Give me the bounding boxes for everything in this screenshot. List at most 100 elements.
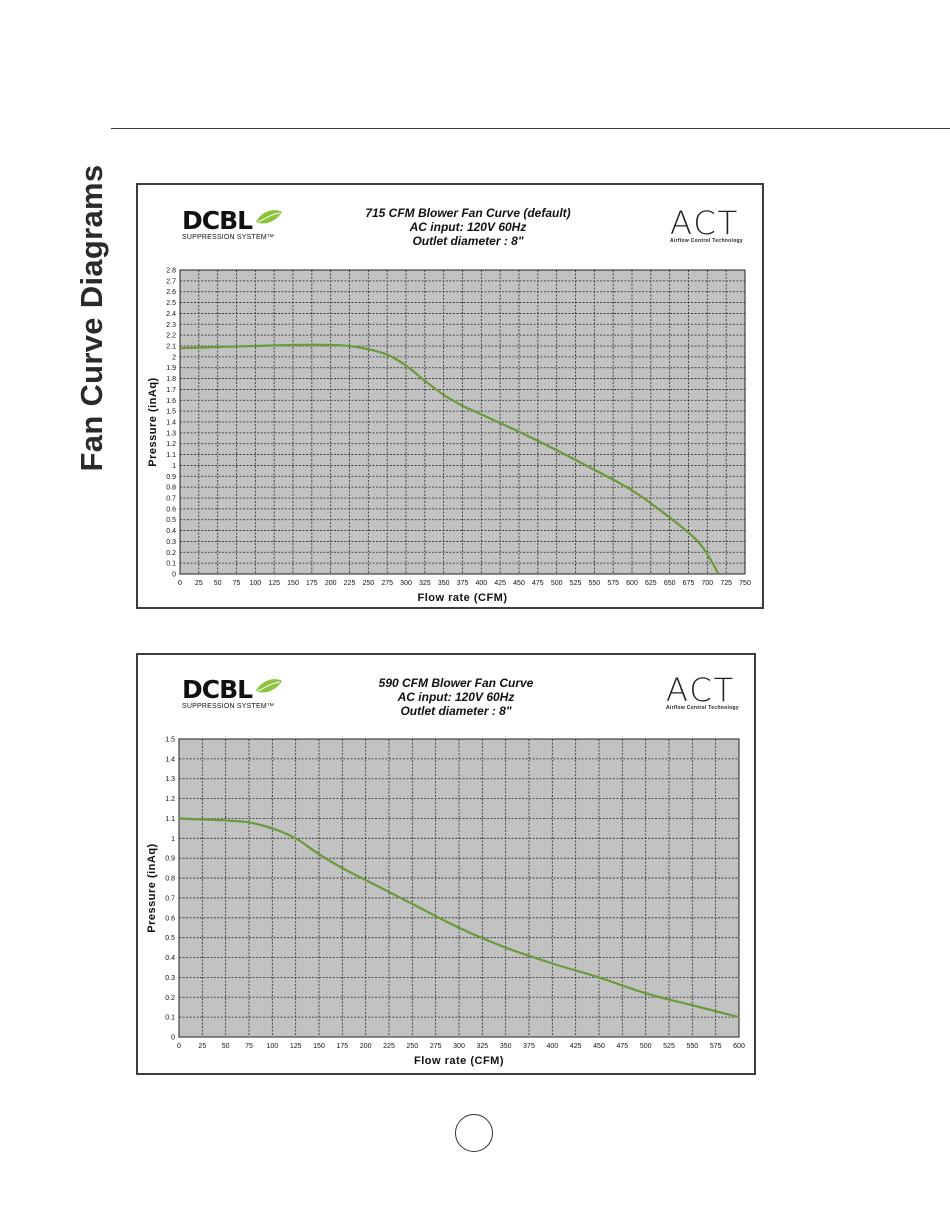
x-tick-label: 575 [710,1043,722,1050]
act-tagline: Airflow Control Technology [670,238,743,244]
x-tick-label: 300 [453,1043,465,1050]
y-tick-label: 1.1 [166,452,176,459]
y-tick-label: 2.5 [166,300,176,307]
y-tick-label: 0.3 [166,539,176,546]
x-tick-label: 200 [325,580,337,587]
x-tick-label: 400 [546,1043,558,1050]
dcbl-logo: DCBL SUPPRESSION SYSTEM™ [182,675,282,710]
y-tick-label: 0.7 [166,496,176,503]
y-tick-label: 0.3 [165,975,175,982]
x-tick-label: 150 [287,580,299,587]
y-tick-label: 0 [171,1035,175,1042]
x-tick-label: 675 [683,580,695,587]
x-tick-label: 500 [551,580,563,587]
leaf-icon [256,210,282,224]
x-tick-label: 500 [640,1043,652,1050]
x-tick-label: 550 [686,1043,698,1050]
x-tick-label: 475 [616,1043,628,1050]
x-tick-label: 725 [720,580,732,587]
x-tick-label: 75 [233,580,241,587]
fan-curve-line [179,343,720,575]
y-tick-label: 1.4 [165,756,175,763]
y-tick-label: 2.4 [166,311,176,318]
x-tick-label: 550 [588,580,600,587]
y-tick-label: 0.2 [165,995,175,1002]
chart-header: 590 CFM Blower Fan Curve AC input: 120V … [306,676,606,718]
y-tick-label: 0.4 [165,955,175,962]
dcbl-wordmark: DCBL [182,206,253,235]
fan-curve-chart-590: 0 25 50 75 100 125 150 175 200 225 250 275 300 325 350… [146,737,745,1068]
chart-subtitle-voltage: AC input: 120V 60Hz [397,690,515,704]
chart-title: 590 CFM Blower Fan Curve [378,676,534,690]
y-tick-label: 2.2 [166,333,176,340]
header-rule [111,128,950,129]
x-tick-label: 350 [438,580,450,587]
x-tick-label: 625 [645,580,657,587]
x-tick-label: 325 [476,1043,488,1050]
y-tick-label: 0.6 [165,915,175,922]
x-tick-label: 50 [222,1043,230,1050]
x-tick-label: 575 [607,580,619,587]
x-tick-label: 250 [362,580,374,587]
x-tick-label: 25 [198,1043,206,1050]
y-tick-label: 1.2 [165,796,175,803]
y-tick-label: 0.8 [165,876,175,883]
y-tick-label: 1.5 [166,409,176,416]
dcbl-tagline: SUPPRESSION SYSTEM™ [182,234,275,241]
x-tick-label: 250 [406,1043,418,1050]
y-tick-label: 1.1 [165,816,175,823]
y-tick-label: 1.5 [165,737,175,744]
x-tick-label: 750 [739,580,751,587]
y-axis-label: Pressure (inAq) [146,843,158,932]
x-tick-label: 300 [400,580,412,587]
act-wordmark: ACT [670,204,740,242]
leaf-icon [256,679,282,693]
plot-frame [179,269,746,575]
fan-curve-panel-590: DCBL SUPPRESSION SYSTEM™ 590 CFM Blower … [136,653,756,1075]
y-tick-label: 0.2 [166,550,176,557]
x-tick-label: 525 [663,1043,675,1050]
x-tick-label: 225 [344,580,356,587]
x-tick-label: 375 [457,580,469,587]
chart-title: 715 CFM Blower Fan Curve (default) [365,206,571,220]
x-tick-label: 275 [381,580,393,587]
x-tick-label: 475 [532,580,544,587]
x-tick-label: 0 [178,580,182,587]
x-tick-label: 200 [360,1043,372,1050]
page-number-circle [455,1114,493,1152]
y-tick-label: 2.1 [166,344,176,351]
dcbl-logo: DCBL SUPPRESSION SYSTEM™ [182,206,282,241]
x-axis-label: Flow rate (CFM) [414,1055,504,1067]
dcbl-wordmark: DCBL [182,675,253,704]
x-tick-label: 125 [268,580,280,587]
x-tick-label: 600 [733,1043,745,1050]
y-tick-label: 1.4 [166,420,176,427]
y-tick-label: 0.7 [165,895,175,902]
x-tick-label: 75 [245,1043,253,1050]
x-tick-label: 325 [419,580,431,587]
y-axis-label: Pressure (inAq) [147,377,159,466]
y-tick-label: 1.2 [166,441,176,448]
x-tick-label: 0 [177,1043,181,1050]
plot-frame [178,738,740,1038]
y-tick-label: 1.6 [166,398,176,405]
x-tick-label: 400 [475,580,487,587]
y-tick-label: 1.3 [165,776,175,783]
y-tick-label: 0.8 [166,485,176,492]
x-tick-label: 375 [523,1043,535,1050]
act-tagline: Airflow Control Technology [666,705,739,711]
x-tick-label: 700 [701,580,713,587]
chart-header: 715 CFM Blower Fan Curve (default) AC in… [318,206,618,248]
act-wordmark: ACT [666,671,736,709]
y-tick-label: 2.6 [166,289,176,296]
y-tick-label: 1.3 [166,430,176,437]
y-tick-label: 0 [172,572,176,579]
fan-curve-panel-715: DCBL SUPPRESSION SYSTEM™ 715 CFM Blower … [136,183,764,609]
y-tick-label: 2.3 [166,322,176,329]
x-tick-label: 175 [306,580,318,587]
y-tick-label: 1.7 [166,387,176,394]
y-tick-label: 0.9 [165,856,175,863]
x-tick-label: 225 [383,1043,395,1050]
x-tick-label: 175 [336,1043,348,1050]
page-title: Fan Curve Diagrams [74,164,109,472]
